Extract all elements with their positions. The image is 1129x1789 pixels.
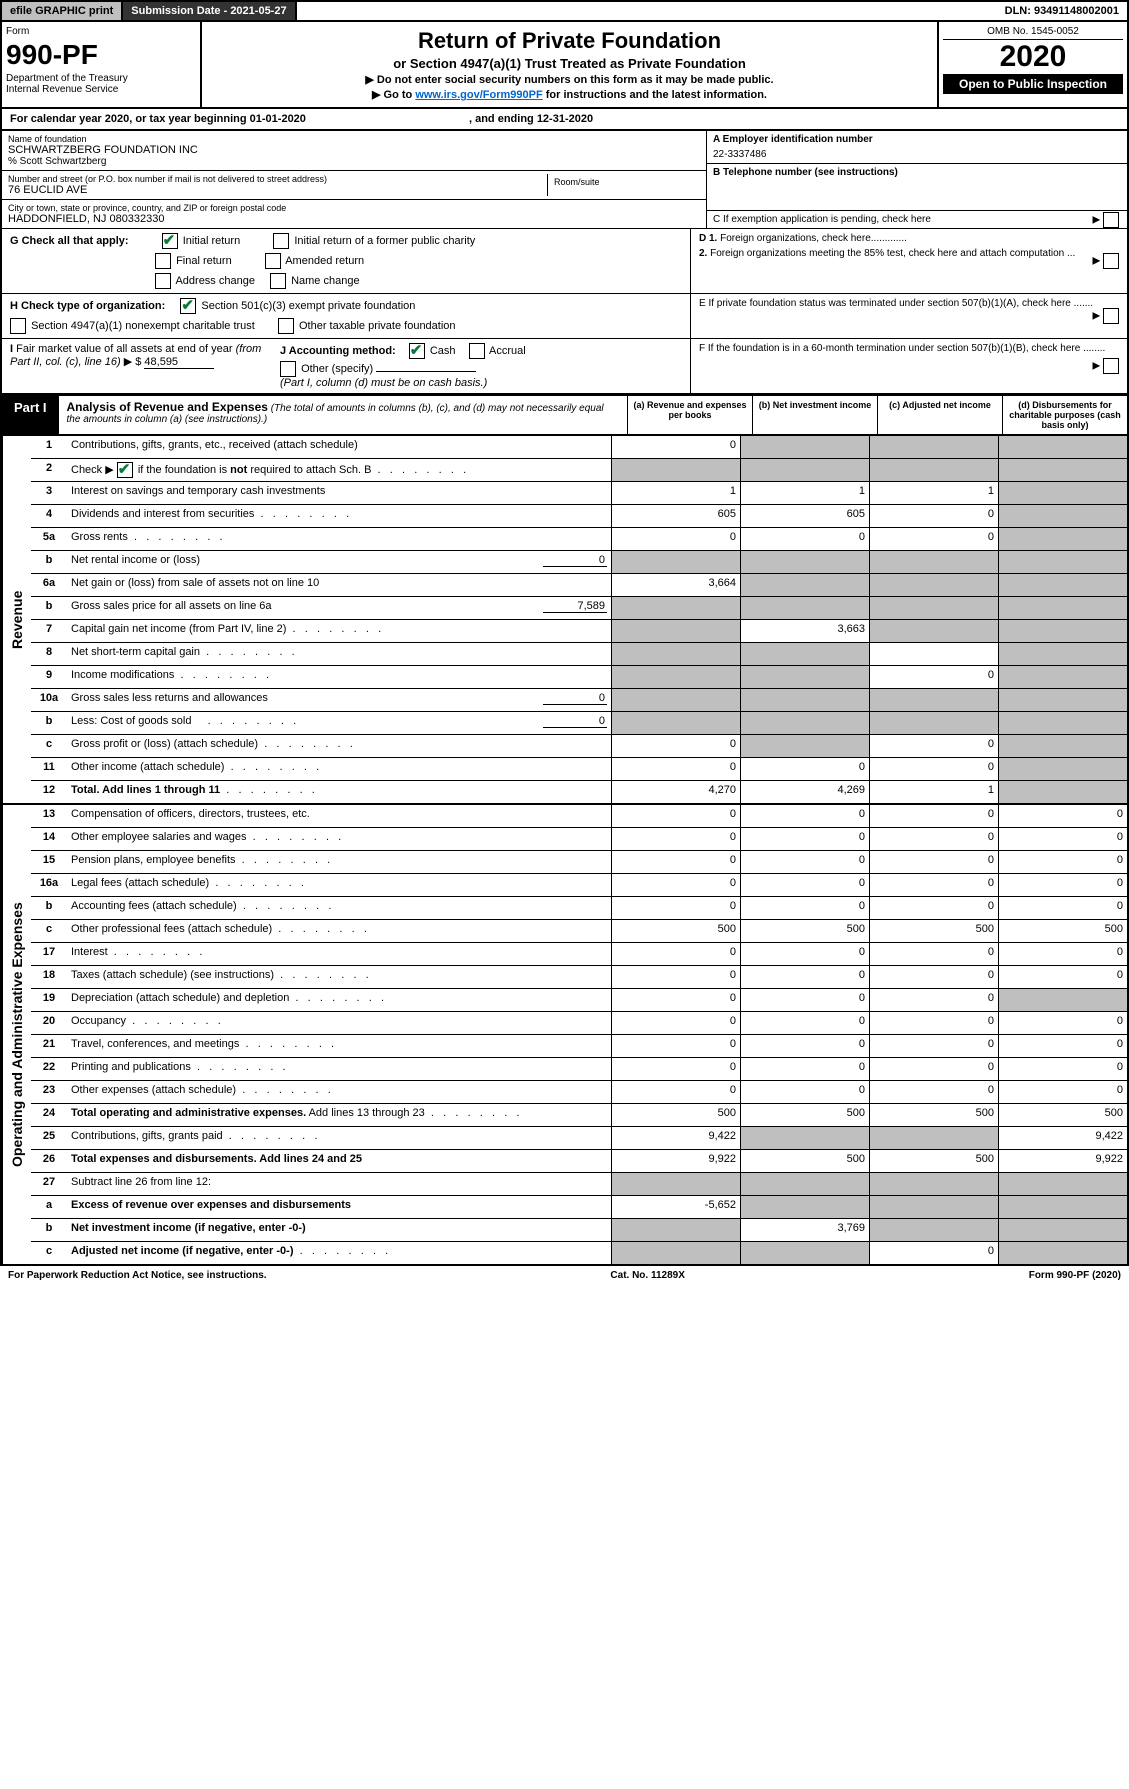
other-method-checkbox[interactable] (280, 361, 296, 377)
form-header: Form 990-PF Department of the Treasury I… (0, 22, 1129, 109)
f-checkbox[interactable] (1103, 358, 1119, 374)
inst-1: ▶ Do not enter social security numbers o… (208, 73, 931, 86)
ij-row: I Fair market value of all assets at end… (0, 339, 1129, 395)
revenue-table: Revenue 1Contributions, gifts, grants, e… (0, 436, 1129, 805)
amended-checkbox[interactable] (265, 253, 281, 269)
page-footer: For Paperwork Reduction Act Notice, see … (0, 1266, 1129, 1285)
irs: Internal Revenue Service (6, 84, 196, 95)
g-label: G Check all that apply: (10, 235, 129, 247)
addr-label: Number and street (or P.O. box number if… (8, 174, 547, 184)
d2-checkbox[interactable] (1103, 253, 1119, 269)
col-c-header: (c) Adjusted net income (877, 396, 1002, 434)
j-note: (Part I, column (d) must be on cash basi… (280, 377, 682, 389)
footer-mid: Cat. No. 11289X (610, 1270, 684, 1281)
g-row: G Check all that apply: Initial return I… (0, 229, 1129, 294)
c-checkbox[interactable] (1103, 212, 1119, 228)
form-word: Form (6, 26, 196, 37)
inst-2: ▶ Go to www.irs.gov/Form990PF for instru… (208, 88, 931, 101)
initial-former-checkbox[interactable] (273, 233, 289, 249)
open-public-badge: Open to Public Inspection (943, 74, 1123, 94)
col-a-header: (a) Revenue and expenses per books (627, 396, 752, 434)
footer-left: For Paperwork Reduction Act Notice, see … (8, 1270, 267, 1281)
tax-year: 2020 (943, 40, 1123, 74)
h-label: H Check type of organization: (10, 300, 165, 312)
i-label: I Fair market value of all assets at end… (10, 343, 261, 368)
name-change-checkbox[interactable] (270, 273, 286, 289)
part-label: Part I (2, 396, 59, 434)
fmv-value: 48,595 (144, 356, 214, 369)
omb-number: OMB No. 1545-0052 (943, 26, 1123, 40)
form-subtitle: or Section 4947(a)(1) Trust Treated as P… (208, 56, 931, 71)
room-label: Room/suite (554, 177, 694, 187)
initial-return-checkbox[interactable] (162, 233, 178, 249)
col-b-header: (b) Net investment income (752, 396, 877, 434)
dept: Department of the Treasury (6, 73, 196, 84)
efile-print-button[interactable]: efile GRAPHIC print (2, 2, 123, 20)
name-label: Name of foundation (8, 134, 700, 144)
submission-date: Submission Date - 2021-05-27 (123, 2, 296, 20)
501c3-checkbox[interactable] (180, 298, 196, 314)
d2-label: 2. Foreign organizations meeting the 85%… (699, 248, 1119, 259)
part1-title: Analysis of Revenue and Expenses (67, 400, 268, 414)
c-label: C If exemption application is pending, c… (713, 214, 931, 225)
city-label: City or town, state or province, country… (8, 203, 700, 213)
care-of: % Scott Schwartzberg (8, 156, 700, 167)
accrual-checkbox[interactable] (469, 343, 485, 359)
j-label: J Accounting method: (280, 345, 396, 357)
footer-right: Form 990-PF (2020) (1029, 1270, 1121, 1281)
schb-checkbox[interactable] (117, 462, 133, 478)
f-label: F If the foundation is in a 60-month ter… (699, 343, 1105, 354)
cash-checkbox[interactable] (409, 343, 425, 359)
foundation-name: SCHWARTZBERG FOUNDATION INC (8, 144, 700, 156)
d1-label: D 1. D 1. Foreign organizations, check h… (699, 233, 1119, 244)
ein-label: A Employer identification number (713, 134, 873, 145)
phone-label: B Telephone number (see instructions) (713, 167, 898, 178)
top-bar: efile GRAPHIC print Submission Date - 20… (0, 0, 1129, 22)
part1-header: Part I Analysis of Revenue and Expenses … (0, 395, 1129, 436)
h-row: H Check type of organization: Section 50… (0, 294, 1129, 339)
expenses-side-label: Operating and Administrative Expenses (2, 805, 31, 1264)
col-d-header: (d) Disbursements for charitable purpose… (1002, 396, 1127, 434)
street-address: 76 EUCLID AVE (8, 184, 547, 196)
e-checkbox[interactable] (1103, 308, 1119, 324)
ein-value: 22-3337486 (713, 149, 1121, 160)
revenue-side-label: Revenue (2, 436, 31, 803)
4947-checkbox[interactable] (10, 318, 26, 334)
dln: DLN: 93491148002001 (997, 2, 1127, 20)
form-number: 990-PF (6, 39, 196, 71)
form-title: Return of Private Foundation (208, 28, 931, 54)
calendar-year-row: For calendar year 2020, or tax year begi… (0, 109, 1129, 131)
final-return-checkbox[interactable] (155, 253, 171, 269)
expenses-table: Operating and Administrative Expenses 13… (0, 805, 1129, 1266)
other-taxable-checkbox[interactable] (278, 318, 294, 334)
city-state-zip: HADDONFIELD, NJ 080332330 (8, 213, 700, 225)
address-change-checkbox[interactable] (155, 273, 171, 289)
info-grid: Name of foundation SCHWARTZBERG FOUNDATI… (0, 131, 1129, 229)
irs-link[interactable]: www.irs.gov/Form990PF (415, 89, 542, 101)
e-label: E If private foundation status was termi… (699, 298, 1093, 309)
